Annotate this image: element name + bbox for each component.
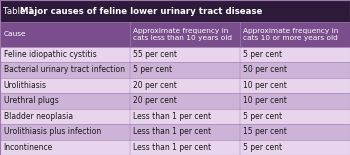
Text: Feline idiopathic cystitis: Feline idiopathic cystitis — [4, 50, 96, 59]
Bar — [0, 0, 350, 22]
Text: 5 per cent: 5 per cent — [243, 50, 282, 59]
Text: 20 per cent: 20 per cent — [133, 96, 177, 105]
Text: Table 1.: Table 1. — [3, 7, 39, 16]
Text: Bacterial urinary tract infection: Bacterial urinary tract infection — [4, 65, 125, 74]
Text: Urolithiasis: Urolithiasis — [4, 81, 47, 90]
Text: Urolithiasis plus infection: Urolithiasis plus infection — [4, 127, 101, 136]
Text: Incontinence: Incontinence — [4, 143, 53, 152]
Text: Less than 1 per cent: Less than 1 per cent — [133, 143, 211, 152]
Bar — [0, 140, 350, 155]
Text: 55 per cent: 55 per cent — [133, 50, 177, 59]
Text: 5 per cent: 5 per cent — [133, 65, 172, 74]
Bar — [0, 124, 350, 140]
Text: 50 per cent: 50 per cent — [243, 65, 287, 74]
Text: 20 per cent: 20 per cent — [133, 81, 177, 90]
Text: 10 per cent: 10 per cent — [243, 96, 287, 105]
Text: Urethral plugs: Urethral plugs — [4, 96, 58, 105]
Text: Major causes of feline lower urinary tract disease: Major causes of feline lower urinary tra… — [20, 7, 262, 16]
Text: Bladder neoplasia: Bladder neoplasia — [4, 112, 73, 121]
Text: Less than 1 per cent: Less than 1 per cent — [133, 112, 211, 121]
Bar — [0, 46, 350, 62]
Bar — [0, 93, 350, 108]
Bar — [0, 22, 350, 46]
Text: Less than 1 per cent: Less than 1 per cent — [133, 127, 211, 136]
Text: Cause: Cause — [4, 31, 26, 38]
Text: Approximate frequency in
cats 10 or more years old: Approximate frequency in cats 10 or more… — [243, 28, 339, 41]
Text: 10 per cent: 10 per cent — [243, 81, 287, 90]
Text: 15 per cent: 15 per cent — [243, 127, 287, 136]
Text: Approximate frequency in
cats less than 10 years old: Approximate frequency in cats less than … — [133, 28, 232, 41]
Text: 5 per cent: 5 per cent — [243, 112, 282, 121]
Text: 5 per cent: 5 per cent — [243, 143, 282, 152]
Bar — [0, 108, 350, 124]
Bar — [0, 62, 350, 78]
Bar — [0, 78, 350, 93]
